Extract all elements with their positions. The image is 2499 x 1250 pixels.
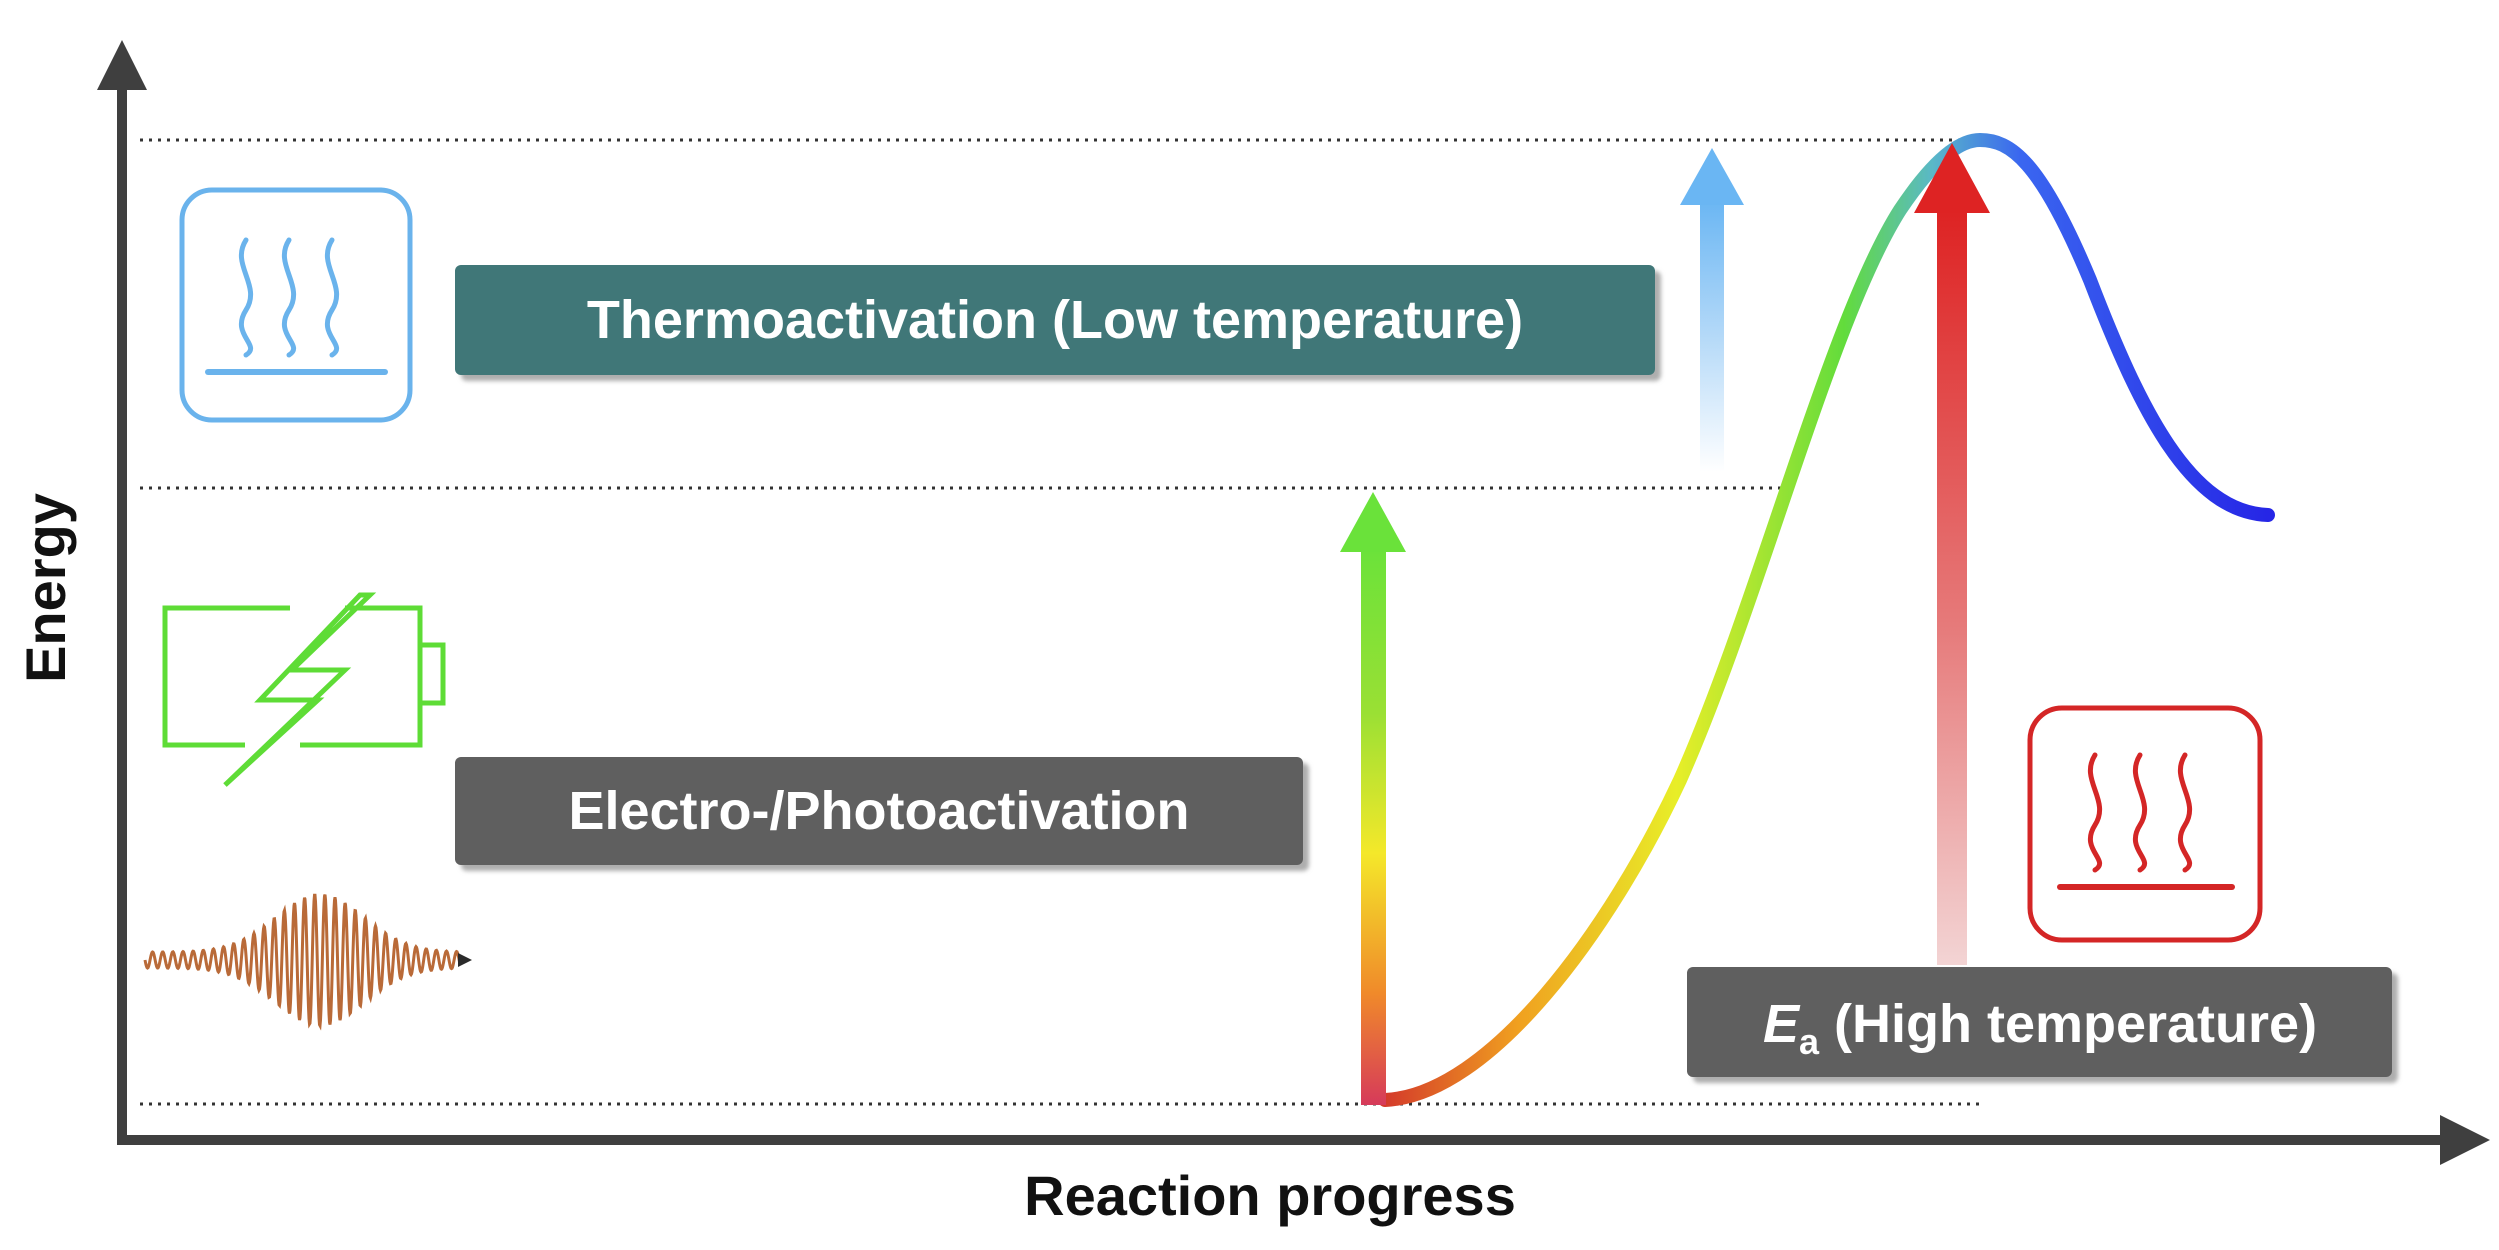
ea-symbol: E <box>1763 994 1801 1054</box>
high-temperature-heat-icon <box>2027 705 2263 943</box>
ea-subscript: a <box>1799 1021 1820 1062</box>
y-axis-label: Energy <box>14 493 77 683</box>
y-axis <box>97 40 147 1140</box>
electro-photo-text: Electro-/Photoactivation <box>568 781 1189 841</box>
thermoactivation-label <box>455 265 1655 375</box>
ea-rest: (High temperature) <box>1819 994 2317 1054</box>
electro-photo-arrow <box>1340 492 1406 1105</box>
ea-label <box>1687 967 2392 1077</box>
x-axis <box>117 1115 2490 1165</box>
ea-text: Ea (High temperature) <box>1763 994 2317 1062</box>
activation-energy-arrow <box>1914 143 1990 965</box>
thermoactivation-arrow <box>1680 148 1744 472</box>
battery-lightning-icon <box>162 592 446 787</box>
x-axis-label: Reaction progress <box>1024 1164 1516 1227</box>
energy-curve <box>1378 132 2275 1107</box>
light-wave-icon <box>143 893 472 1031</box>
heat-plate-icon <box>179 187 413 423</box>
electro-photo-label <box>455 757 1303 865</box>
thermoactivation-text: Thermoactivation (Low temperature) <box>587 290 1523 350</box>
